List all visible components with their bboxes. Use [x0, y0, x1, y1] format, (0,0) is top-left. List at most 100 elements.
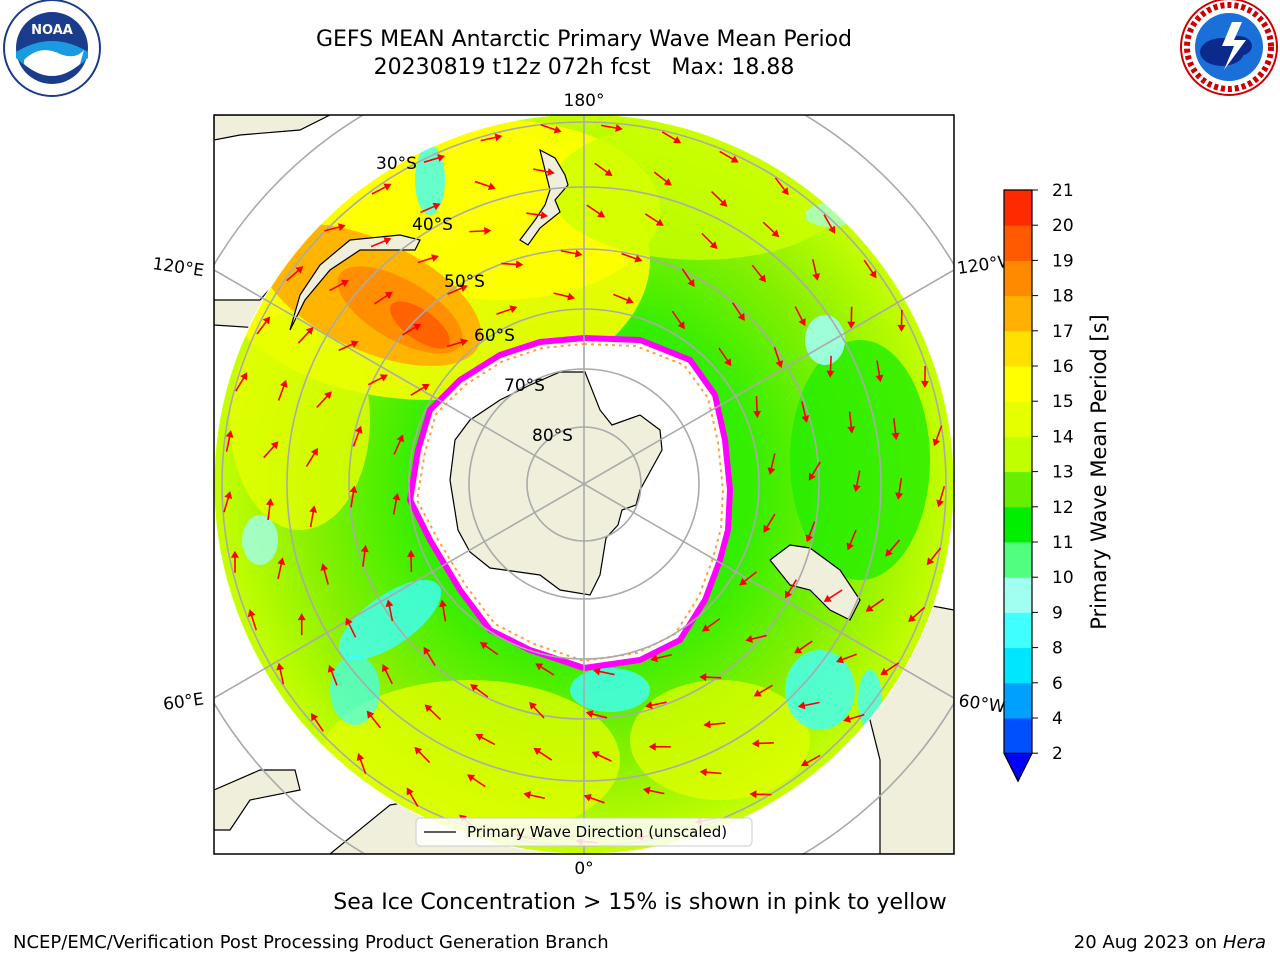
wave-arrow-shaft: [839, 653, 857, 662]
wave-arrow-head: [574, 249, 583, 258]
wave-arrow-head: [763, 524, 771, 533]
wave-arrow-head: [885, 548, 893, 557]
lon-label-180: 180°: [564, 91, 605, 111]
wave-arrow-shaft: [286, 268, 301, 282]
wave-arrow-head: [852, 484, 861, 493]
wave-arrow-head: [797, 701, 806, 710]
wave-arrow-shaft: [388, 603, 394, 622]
wave-arrow-head: [470, 684, 479, 692]
wave-arrow-head: [843, 715, 852, 723]
wave-arrow-shaft: [863, 259, 875, 276]
colorbar-tick-label: 16: [1052, 357, 1074, 377]
wave-arrow-head: [324, 391, 332, 400]
wave-arrow-head: [794, 646, 803, 654]
wave-arrow-shaft: [613, 293, 631, 302]
wave-arrow-shaft: [482, 643, 499, 656]
map-legend: Primary Wave Direction (unscaled): [415, 817, 753, 847]
wave-arrow-shaft: [731, 302, 744, 319]
wave-arrow-head: [847, 321, 856, 329]
colorbar-tick-label: 19: [1052, 251, 1074, 271]
wave-arrow-head: [320, 563, 329, 572]
wave-arrow-head: [719, 199, 728, 207]
wave-arrow-head: [724, 358, 732, 367]
colorbar-tick-label: 11: [1052, 533, 1074, 553]
wave-arrow-head: [897, 324, 906, 332]
wave-arrow-shaft: [478, 735, 496, 746]
wave-arrow-shaft: [446, 340, 465, 348]
wave-arrow-shaft: [755, 741, 774, 745]
colorbar-segment: [1004, 260, 1032, 297]
wave-arrow-shaft: [594, 752, 612, 762]
wave-arrow-head: [583, 793, 592, 802]
wave-arrow-shaft: [704, 618, 721, 630]
footer-host: Hera: [1222, 932, 1266, 953]
wave-arrow-head: [356, 753, 365, 761]
wave-arrow-shaft: [621, 252, 639, 261]
wave-arrow-head: [270, 441, 279, 450]
wave-arrow-head: [406, 787, 414, 796]
wave-arrow-head: [758, 274, 767, 283]
colorbar-tick-label: 6: [1052, 674, 1063, 694]
wave-arrow-shaft: [804, 754, 821, 765]
wave-arrow-head: [699, 768, 707, 777]
wave-arrow-head: [466, 774, 476, 782]
wave-arrow-head: [276, 662, 285, 671]
lon-label-60e: 60°E: [162, 689, 205, 714]
wave-arrow-head: [240, 372, 248, 381]
wave-arrow-head: [407, 549, 416, 558]
wave-arrow-head: [414, 746, 423, 755]
wave-arrow-head: [800, 759, 809, 767]
wave-arrow-head: [567, 292, 575, 301]
colorbar-segment: [1004, 577, 1032, 613]
colorbar-tick-label: 10: [1052, 568, 1074, 588]
wave-arrow-head: [413, 323, 422, 331]
wave-arrow-head: [663, 178, 672, 186]
wave-arrow-shaft: [934, 425, 943, 443]
wave-arrow-shaft: [474, 180, 493, 188]
colorbar-tick-label: 2: [1052, 744, 1063, 764]
wave-arrow-head: [494, 133, 503, 142]
colorbar-segment: [1004, 190, 1032, 226]
wave-arrow-head: [709, 241, 718, 249]
wave-arrow-head: [926, 557, 935, 566]
wave-arrow-head: [701, 624, 710, 632]
wave-arrow-head: [699, 673, 707, 682]
wave-arrow-head: [604, 168, 613, 177]
wave-arrow-head: [230, 550, 239, 558]
wave-arrow-head: [775, 360, 784, 369]
wave-arrow-head: [823, 594, 832, 602]
wave-arrow-head: [382, 664, 390, 673]
colorbar-segment: [1004, 401, 1032, 437]
wave-arrow-head: [540, 211, 549, 220]
colorbar-tick-label: 12: [1052, 498, 1074, 518]
wave-arrow-head: [309, 505, 318, 513]
wave-arrow-head: [908, 614, 917, 623]
wave-arrow-head: [826, 370, 835, 378]
colorbar-segment: [1004, 436, 1032, 473]
wave-arrow-head: [337, 223, 346, 231]
colorbar-segment: [1004, 682, 1032, 719]
wave-arrow-head: [277, 557, 286, 566]
colorbar-tick-label: 13: [1052, 463, 1074, 483]
footer-date: 20 Aug 2023 on: [1073, 932, 1218, 953]
wave-arrow-head: [703, 720, 711, 729]
colorbar-tick-label: 21: [1052, 181, 1074, 201]
wave-arrow-head: [535, 663, 544, 671]
lat-label-50s: 50°S: [444, 272, 485, 292]
wave-arrow-head: [687, 279, 695, 288]
wave-arrow-shaft: [538, 664, 555, 676]
wave-arrow-head: [801, 415, 810, 423]
sea-ice-caption: Sea Ice Concentration > 15% is shown in …: [333, 890, 947, 915]
wave-arrow-head: [460, 338, 468, 347]
lon-label-0: 0°: [574, 859, 593, 879]
wave-arrow-head: [808, 472, 816, 481]
wave-arrow-head: [262, 316, 271, 325]
wave-arrow-head: [597, 210, 606, 218]
wave-arrow-head: [432, 202, 441, 211]
colorbar-tick-label: 15: [1052, 392, 1074, 412]
lat-label-70s: 70°S: [504, 376, 545, 396]
wave-arrow-shaft: [480, 135, 499, 142]
wave-arrow-shaft: [701, 232, 716, 247]
wave-arrow-head: [523, 791, 532, 799]
